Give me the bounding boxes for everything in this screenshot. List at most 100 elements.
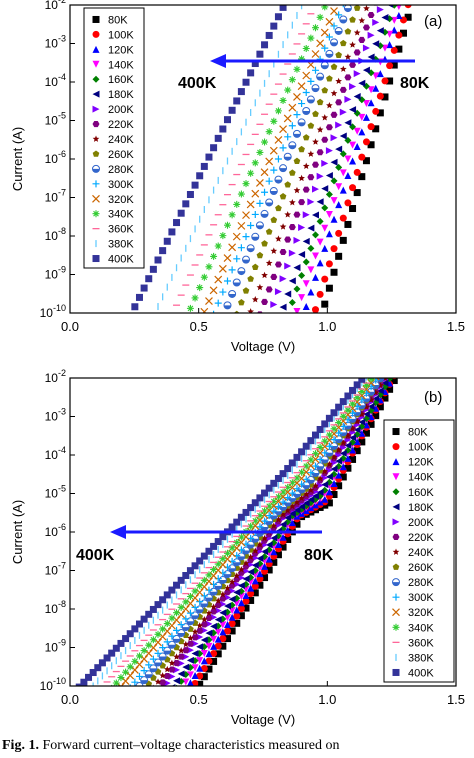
y-tick-label: 10-4	[45, 445, 66, 462]
data-point	[163, 638, 171, 646]
data-point	[168, 632, 176, 640]
panel-a-chart: 10-10 10-9 10-8 10-7 10-6 10-5 10-4 10-3 10-2 0.0…	[10, 0, 465, 354]
data-point	[279, 192, 287, 200]
data-point	[335, 419, 343, 427]
data-point	[265, 228, 273, 235]
data-point	[214, 628, 222, 636]
data-point	[251, 561, 259, 569]
data-point	[214, 538, 222, 546]
data-point	[140, 284, 148, 292]
data-point	[140, 654, 149, 663]
data-point	[251, 517, 259, 525]
legend-label: 240K	[408, 547, 434, 559]
data-point	[339, 214, 347, 222]
data-point	[311, 462, 319, 470]
data-point	[312, 138, 319, 145]
data-point	[372, 395, 380, 403]
data-point	[297, 82, 306, 91]
data-point	[288, 76, 296, 84]
data-point	[219, 609, 227, 617]
data-point	[288, 141, 297, 150]
data-point	[182, 678, 190, 686]
data-point	[168, 614, 176, 622]
data-point	[409, 0, 416, 5]
data-point	[325, 210, 333, 218]
data-point	[344, 172, 352, 180]
legend-label: 240K	[108, 134, 134, 146]
data-point	[335, 0, 342, 4]
data-point	[256, 544, 264, 551]
data-point	[186, 593, 194, 601]
data-point	[200, 626, 208, 634]
legend-marker	[392, 593, 400, 601]
data-point	[279, 303, 287, 311]
data-point	[349, 106, 357, 114]
annotation-80k: 80K	[304, 547, 334, 564]
data-point	[284, 181, 292, 188]
data-point	[326, 75, 333, 82]
data-point	[390, 46, 398, 54]
data-point	[321, 468, 329, 475]
data-point	[367, 378, 375, 383]
arrow-head	[210, 54, 226, 68]
data-point	[372, 107, 380, 115]
data-point	[316, 443, 324, 451]
series-220K	[257, 5, 378, 313]
data-point	[279, 498, 287, 506]
data-point	[344, 464, 352, 472]
data-point	[391, 367, 398, 374]
data-point	[302, 211, 310, 219]
data-point	[330, 425, 338, 433]
data-point	[261, 548, 269, 556]
legend-label: 140K	[408, 472, 434, 484]
data-point	[298, 100, 306, 108]
data-point	[274, 175, 283, 184]
data-point	[279, 144, 287, 152]
data-point	[320, 455, 329, 464]
data-point	[279, 488, 287, 496]
data-point	[186, 656, 194, 664]
legend-marker	[392, 548, 400, 555]
data-point	[395, 364, 402, 371]
data-point	[126, 663, 134, 671]
legend-marker	[92, 150, 100, 157]
data-point	[353, 394, 361, 402]
data-point	[209, 587, 218, 596]
data-point	[279, 223, 287, 230]
caption-text: Forward current–voltage characteristics …	[42, 738, 340, 753]
legend-label: 180K	[108, 89, 134, 101]
data-point	[209, 571, 218, 580]
data-point	[335, 163, 343, 171]
plot-area	[75, 364, 402, 686]
data-point	[140, 647, 148, 655]
data-point	[210, 635, 218, 643]
y-tick-label: 10-10	[40, 303, 66, 320]
data-point	[325, 260, 333, 268]
data-point	[349, 16, 356, 23]
data-point	[302, 134, 310, 141]
legend-marker	[92, 15, 100, 23]
data-point	[386, 366, 393, 372]
data-point	[177, 621, 185, 629]
data-point	[376, 6, 384, 14]
panel-b-chart: 10-10 10-9 10-8 10-7 10-6 10-5 10-4 10-3 10-2 0.0…	[10, 364, 465, 727]
data-point	[182, 653, 190, 661]
data-point	[298, 199, 306, 206]
legend-marker	[92, 180, 100, 188]
data-point	[330, 7, 338, 15]
data-point	[191, 593, 199, 602]
data-point	[362, 44, 370, 52]
data-point	[307, 174, 315, 181]
data-point	[163, 665, 171, 673]
data-point	[339, 169, 347, 177]
data-point	[325, 190, 333, 198]
data-point	[362, 100, 370, 108]
panel-label: (b)	[424, 389, 442, 406]
data-point	[358, 153, 366, 161]
legend-label: 120K	[108, 44, 134, 56]
annotation-80k: 80K	[400, 75, 430, 92]
data-point	[228, 211, 236, 219]
data-point	[335, 229, 343, 237]
data-point	[321, 204, 329, 212]
data-point	[223, 602, 231, 610]
